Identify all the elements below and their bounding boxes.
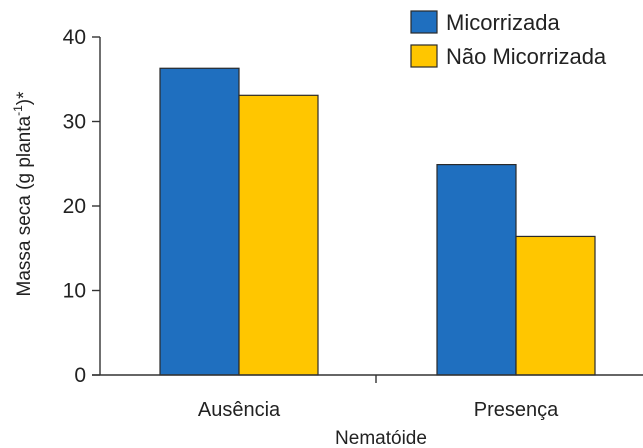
plot-area	[159, 67, 596, 376]
x-tick-label: Ausência	[198, 399, 281, 421]
legend-swatch	[410, 44, 438, 68]
x-axis-title: Nematóide	[335, 428, 427, 448]
legend: Micorrizada Não Micorrizada	[410, 10, 607, 69]
y-axis-title-superscript: -1	[11, 105, 25, 116]
bar-micorrizada-ausencia	[159, 67, 240, 376]
legend-label: Micorrizada	[446, 10, 560, 35]
y-tick-label: 30	[63, 111, 86, 134]
bar-micorrizada-presenca	[436, 163, 517, 376]
axes: 0 10 20 30 40 Ausência Presença	[63, 26, 643, 421]
x-tick-label: Presença	[474, 399, 559, 421]
y-axis-title-main: Massa seca (g planta	[14, 115, 35, 296]
y-tick-label: 0	[74, 364, 86, 387]
legend-label: Não Micorrizada	[446, 44, 607, 69]
y-tick-label: 40	[63, 26, 86, 49]
legend-swatch	[410, 10, 438, 34]
bar-nao-micorrizada-ausencia	[238, 94, 319, 376]
y-tick-label: 20	[63, 195, 86, 218]
bar-nao-micorrizada-presenca	[515, 235, 596, 376]
y-axis-title-end: )*	[14, 91, 35, 105]
y-axis-title: Massa seca (g planta-1)*	[11, 91, 35, 297]
y-tick-label: 10	[63, 280, 86, 303]
